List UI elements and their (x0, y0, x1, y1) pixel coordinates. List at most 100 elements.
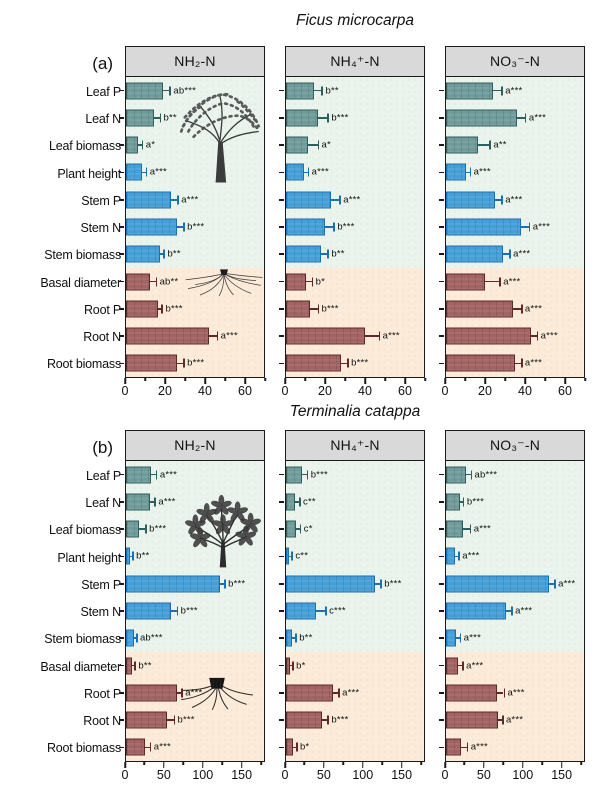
significance-label: b*** (149, 523, 167, 535)
bar (126, 520, 140, 538)
y-axis-tick (438, 664, 445, 667)
chart-b-no3n: NO₃⁻-N ab*** b*** a*** a*** a*** a*** a*** a***… (438, 430, 585, 785)
y-axis-tick (118, 89, 125, 92)
x-axis-tick-label: 0 (281, 768, 289, 782)
error-bar-cap (317, 304, 320, 314)
bar (446, 520, 463, 538)
y-axis-tick (278, 117, 285, 119)
y-axis-tick (278, 473, 285, 476)
error-bar (166, 719, 174, 721)
bar-row: b** (278, 241, 424, 268)
bar (126, 602, 172, 620)
bar (286, 163, 304, 181)
y-axis-tick (438, 746, 445, 749)
x-axis-tick-label: 0 (441, 384, 449, 398)
bar (126, 711, 167, 729)
bar-row: c*** (278, 597, 424, 624)
bar-row: b** (118, 543, 264, 570)
bar-row: b*** (278, 295, 424, 322)
bar (126, 109, 154, 127)
y-axis-tick (438, 144, 445, 146)
error-bar-cap (177, 195, 179, 205)
y-axis-tick (118, 501, 125, 503)
y-axis-tick (438, 89, 445, 92)
chart-b-nh4n: NH₄⁺-N b*** c** c* c** b*** c*** b** b* a*** b***… (278, 430, 425, 785)
significance-label: a*** (470, 741, 488, 753)
error-bar (302, 473, 307, 476)
bar-row: a*** (118, 461, 264, 488)
bar (126, 493, 150, 511)
error-bar-cap (347, 358, 349, 368)
significance-label: a*** (505, 194, 523, 206)
error-bar (498, 719, 502, 721)
y-axis-tick (118, 528, 125, 530)
category-label: Plant height (57, 550, 121, 565)
significance-label: b*** (228, 578, 246, 590)
chart-a-nh2n-header: NH₂-N (126, 47, 264, 77)
x-axis-tick (240, 762, 243, 768)
error-bar-cap (511, 606, 513, 616)
x-axis-tick-label: 60 (238, 384, 252, 398)
significance-label: b*** (351, 357, 369, 369)
significance-label: b*** (177, 714, 195, 726)
category-label: Stem biomass (44, 632, 121, 647)
panel-b-corner-label: (b) (92, 438, 113, 457)
x-axis-tick (444, 762, 446, 768)
y-axis-tick (118, 610, 125, 612)
y-axis-tick (118, 144, 125, 146)
panel-b-title: Terminalia catappa (289, 403, 421, 420)
error-bar (141, 171, 146, 174)
category-label: Stem P (81, 193, 121, 208)
significance-label: a*** (524, 357, 543, 369)
significance-label: c* (303, 523, 313, 535)
bar-row: b* (278, 734, 424, 761)
bar (126, 354, 178, 372)
error-bar-cap (183, 358, 185, 368)
error-bar-cap (327, 113, 329, 123)
error-bar (289, 555, 292, 558)
bar-row: c** (278, 488, 424, 515)
x-axis-minor-tick (342, 762, 345, 766)
bar (446, 575, 549, 593)
significance-label: b*** (331, 112, 349, 124)
error-bar (313, 89, 322, 92)
x-axis-tick-label: 20 (478, 384, 492, 398)
bar (286, 191, 332, 209)
category-label: Root biomass (46, 741, 121, 756)
bar (126, 218, 178, 236)
error-bar (530, 335, 537, 337)
bar (286, 493, 296, 511)
significance-label: a*** (185, 687, 203, 699)
category-label: Root N (83, 714, 121, 729)
chart-b-nh4n-x-axis: 0 50 100 150 (281, 762, 425, 785)
category-label: Root N (83, 330, 121, 345)
significance-label: a*** (505, 714, 524, 726)
category-label: Leaf biomass (49, 139, 121, 154)
bar (446, 273, 486, 291)
error-bar (459, 501, 463, 503)
error-bar (317, 117, 328, 119)
y-axis-tick (438, 555, 445, 558)
bar (286, 466, 303, 484)
bar-row: b*** (278, 461, 424, 488)
y-axis-tick (118, 335, 125, 337)
error-bar-cap (183, 222, 185, 232)
error-bar-cap (469, 524, 472, 534)
bar-row: a*** (278, 186, 424, 213)
x-axis-minor-tick (544, 378, 546, 382)
significance-label: b*** (165, 303, 183, 315)
ficus-tree-illustration (179, 93, 261, 183)
bar-row: a*** (438, 706, 584, 733)
chart-a-no3n-header: NO₃⁻-N (446, 47, 584, 77)
significance-label: a*** (149, 166, 167, 178)
error-bar-cap (292, 661, 294, 671)
panel-a-category-column: (a) Leaf P Leaf N Leaf biomass Plant height… (6, 46, 125, 378)
x-axis-minor-tick (264, 378, 266, 382)
significance-label: a*** (528, 112, 547, 124)
x-axis-tick (284, 378, 286, 384)
significance-label: a*** (158, 496, 176, 508)
bar (286, 327, 365, 345)
y-axis-tick (278, 144, 285, 146)
bar-row: a*** (438, 597, 584, 624)
significance-label: ab*** (474, 469, 498, 481)
